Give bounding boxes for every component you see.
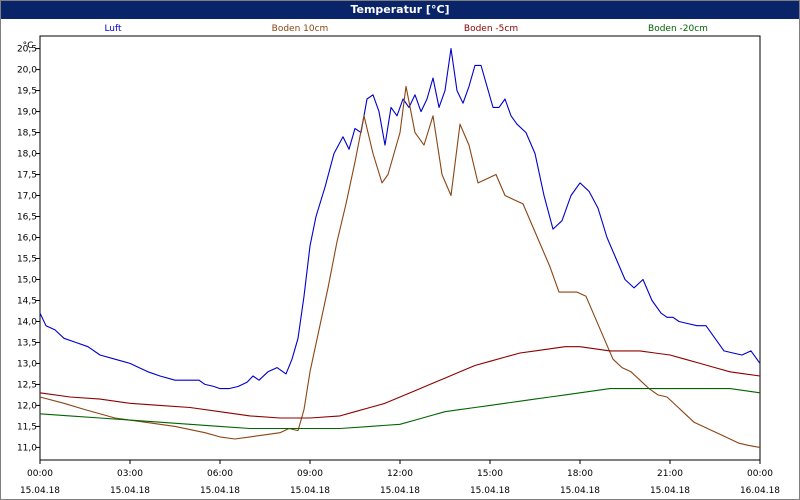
x-tick-date-label: 15.04.18 <box>110 486 150 496</box>
y-tick-label: 13,5 <box>17 338 37 348</box>
window-title: Temperatur [°C] <box>1 1 799 19</box>
axes-layer: 20,5 20,0 19,5 19,0 18,5 18,0 17,5 17,0 16,5 16,0… <box>17 35 780 496</box>
x-tick-time-label: 03:00 <box>117 469 143 479</box>
legend-entry: Luft <box>104 24 122 34</box>
y-axis-label: °C <box>23 41 34 51</box>
x-tick-date-label: 15.04.18 <box>380 486 420 496</box>
legend-entry: Boden -20cm <box>648 24 708 34</box>
x-tick-date-label: 15.04.18 <box>560 486 600 496</box>
x-tick-date-label: 15.04.18 <box>650 486 690 496</box>
y-tick-label: 20,5 <box>17 45 37 55</box>
y-tick-label: 12,5 <box>17 380 37 390</box>
y-tick-label: 14,5 <box>17 296 37 306</box>
x-tick-time-label: 06:00 <box>207 469 233 479</box>
legend-entry: Boden -5cm <box>464 24 518 34</box>
x-tick-date-label: 15.04.18 <box>290 486 330 496</box>
y-tick-label: 18,0 <box>17 150 37 160</box>
y-tick-label: 11,5 <box>17 422 37 432</box>
y-tick-label: 17,0 <box>17 192 37 202</box>
x-tick-time-label: 21:00 <box>657 469 683 479</box>
y-tick-label: 18,5 <box>17 129 37 139</box>
y-tick-label: 11,0 <box>17 443 37 453</box>
plot-frame <box>39 35 761 461</box>
series-layer <box>39 48 761 448</box>
y-tick-label: 15,0 <box>17 275 37 285</box>
y-tick-label: 20,0 <box>17 66 37 76</box>
x-tick-date-label: 15.04.18 <box>200 486 240 496</box>
series-line-boden-20cm <box>39 388 761 430</box>
x-tick-time-label: 00:00 <box>27 469 53 479</box>
y-tick-label: 16,5 <box>17 213 37 223</box>
y-tick-label: 13,0 <box>17 359 37 369</box>
y-tick-label: 16,0 <box>17 234 37 244</box>
series-line-boden-10cm <box>39 85 761 448</box>
series-line-boden-5cm <box>39 346 761 419</box>
y-tick-label: 19,0 <box>17 108 37 118</box>
x-tick-date-label: 15.04.18 <box>470 486 510 496</box>
legend-layer: Luft Boden 10cm Boden -5cm Boden -20cm <box>104 24 708 34</box>
y-tick-label: 19,5 <box>17 87 37 97</box>
y-tick-label: 14,0 <box>17 317 37 327</box>
x-tick-time-label: 09:00 <box>297 469 323 479</box>
series-line-luft <box>39 48 761 390</box>
legend-entry: Boden 10cm <box>272 24 329 34</box>
x-tick-time-label: 18:00 <box>567 469 593 479</box>
x-tick-time-label: 15:00 <box>477 469 503 479</box>
y-tick-label: 15,5 <box>17 254 37 264</box>
x-tick-time-label: 00:00 <box>747 469 773 479</box>
x-tick-date-label: 15.04.18 <box>20 486 60 496</box>
y-tick-label: 12,0 <box>17 401 37 411</box>
x-tick-date-label: 16.04.18 <box>740 486 780 496</box>
x-tick-time-label: 12:00 <box>387 469 413 479</box>
y-tick-label: 17,5 <box>17 171 37 181</box>
